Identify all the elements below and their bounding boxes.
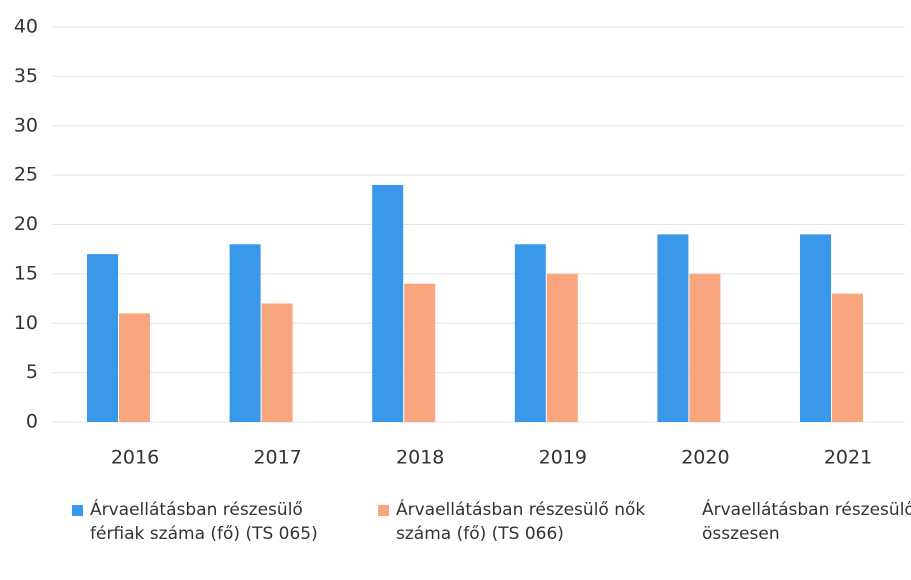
bar bbox=[87, 254, 118, 422]
bar bbox=[514, 244, 546, 422]
x-tick-label: 2021 bbox=[824, 447, 872, 469]
bar bbox=[832, 293, 863, 422]
y-tick-label: 40 bbox=[14, 16, 38, 38]
bar bbox=[800, 234, 831, 422]
y-tick-label: 25 bbox=[14, 164, 38, 186]
x-tick-label: 2017 bbox=[253, 447, 301, 469]
y-tick-label: 30 bbox=[14, 114, 38, 136]
bar bbox=[119, 313, 150, 422]
x-tick-label: 2016 bbox=[111, 447, 159, 469]
y-tick-label: 15 bbox=[14, 262, 38, 284]
y-tick-label: 10 bbox=[14, 312, 38, 334]
legend-item: Árvaellátásban részesülő nők száma (fő) … bbox=[378, 498, 656, 546]
bar bbox=[546, 273, 578, 422]
legend-label: Árvaellátásban részesülő férfiak száma (… bbox=[90, 500, 318, 544]
bar bbox=[657, 234, 689, 422]
x-tick-label: 2020 bbox=[681, 447, 729, 469]
legend-label: Árvaellátásban részesülő nők száma (fő) … bbox=[396, 500, 646, 544]
bar bbox=[229, 244, 261, 422]
y-tick-label: 20 bbox=[14, 213, 38, 235]
legend-swatch bbox=[378, 505, 389, 516]
bar bbox=[404, 283, 436, 422]
chart: 0 5 10 15 20 25 30 35 40 2016 2017 2018 2019 2020 2021 bbox=[14, 16, 905, 469]
x-tick-label: 2018 bbox=[396, 447, 444, 469]
legend-label: Árvaellátásban részesülők összesen bbox=[702, 500, 911, 544]
y-tick-label: 0 bbox=[26, 411, 38, 433]
legend: Árvaellátásban részesülő férfiak száma (… bbox=[0, 498, 911, 580]
legend-item: Árvaellátásban részesülő férfiak száma (… bbox=[72, 498, 350, 546]
bar bbox=[261, 303, 293, 422]
y-tick-label: 35 bbox=[14, 65, 38, 87]
x-tick-label: 2019 bbox=[539, 447, 587, 469]
bar bbox=[372, 185, 404, 422]
legend-swatch bbox=[72, 505, 83, 516]
legend-item: Árvaellátásban részesülők összesen bbox=[684, 498, 911, 546]
y-tick-label: 5 bbox=[26, 361, 38, 383]
bar bbox=[689, 273, 721, 422]
